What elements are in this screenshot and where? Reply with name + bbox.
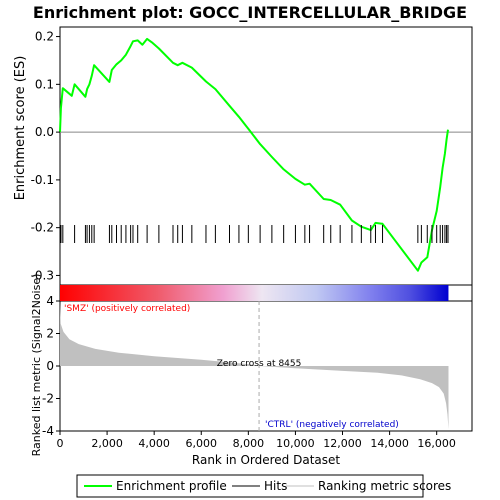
ranking-heatmap-bar xyxy=(60,285,449,301)
legend-label-hits: Hits xyxy=(264,479,287,493)
metric-y-tick-label: 2 xyxy=(46,327,54,341)
legend: Enrichment profile Hits Ranking metric s… xyxy=(76,474,451,498)
positive-class-label: 'SMZ' (positively correlated) xyxy=(64,304,190,314)
x-tick-label: 0 xyxy=(57,437,64,450)
metric-y-tick-label: 4 xyxy=(46,294,54,308)
metric-layer: Zero cross at 8455 'SMZ' (positively corr… xyxy=(60,301,449,431)
x-tick-label: 2,000 xyxy=(91,437,123,450)
legend-label-enrichment: Enrichment profile xyxy=(116,479,227,493)
x-axis-title: Rank in Ordered Dataset xyxy=(192,453,340,467)
metric-y-tick-label: -2 xyxy=(42,392,54,406)
legend-label-metric: Ranking metric scores xyxy=(318,479,451,493)
es-y-tick-label: -0.3 xyxy=(31,268,54,282)
metric-y-tick-label: -4 xyxy=(42,424,54,438)
x-tick-label: 14,000 xyxy=(370,437,409,450)
x-tick-label: 4,000 xyxy=(138,437,170,450)
es-axis-title: Enrichment score (ES) xyxy=(13,56,28,201)
negative-class-label: 'CTRL' (negatively correlated) xyxy=(265,420,399,430)
zero-cross-label: Zero cross at 8455 xyxy=(217,359,302,369)
es-layer xyxy=(59,37,472,272)
x-tick-label: 10,000 xyxy=(276,437,315,450)
metric-y-tick-label: 0 xyxy=(46,359,54,373)
es-y-tick-label: -0.2 xyxy=(31,221,54,235)
metric-axis-title: Ranked list metric (Signal2Noise) xyxy=(30,274,43,457)
enrichment-profile-line xyxy=(59,37,449,272)
x-tick-label: 6,000 xyxy=(186,437,218,450)
x-tick-label: 16,000 xyxy=(417,437,456,450)
x-tick-label: 8,000 xyxy=(233,437,265,450)
es-panel-frame xyxy=(59,26,473,286)
chart-title: Enrichment plot: GOCC_INTERCELLULAR_BRID… xyxy=(33,3,467,22)
es-y-tick-label: 0.2 xyxy=(35,30,54,44)
ranking-metric-area xyxy=(60,301,449,430)
es-y-tick-label: -0.1 xyxy=(31,173,54,187)
hits-layer xyxy=(60,225,449,301)
es-y-tick-label: 0.0 xyxy=(35,125,54,139)
es-y-tick-label: 0.1 xyxy=(35,77,54,91)
x-tick-label: 12,000 xyxy=(323,437,362,450)
